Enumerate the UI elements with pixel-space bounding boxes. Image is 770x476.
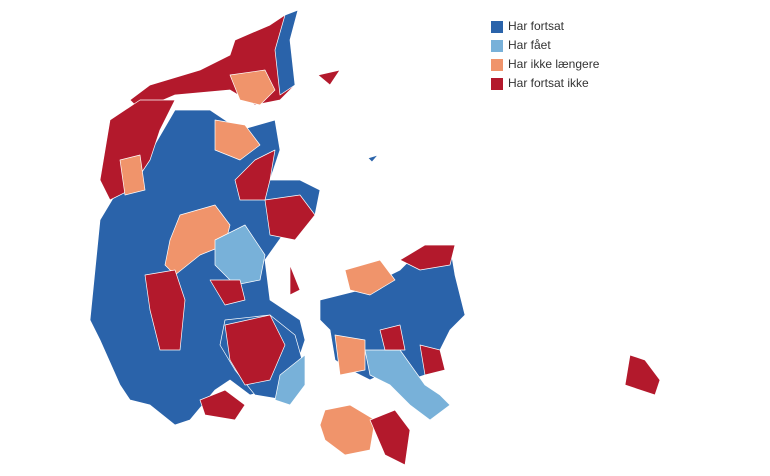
legend-swatch xyxy=(491,59,503,71)
region xyxy=(214,119,261,161)
region xyxy=(419,344,446,376)
region xyxy=(229,69,276,106)
region xyxy=(399,244,456,271)
legend-label: Har fortsat ikke xyxy=(508,76,589,90)
region xyxy=(119,154,146,196)
region xyxy=(129,9,299,111)
region xyxy=(214,224,266,286)
region xyxy=(274,354,306,406)
region xyxy=(209,279,246,306)
legend-swatch xyxy=(491,21,503,33)
region xyxy=(199,389,246,421)
region xyxy=(379,324,406,351)
region xyxy=(144,269,186,351)
region xyxy=(364,349,451,421)
legend-swatch xyxy=(491,40,503,52)
region xyxy=(289,264,301,296)
region xyxy=(274,9,299,96)
region xyxy=(344,259,396,296)
legend-label: Har fået xyxy=(508,38,551,52)
region xyxy=(264,194,316,241)
region xyxy=(224,314,286,386)
legend: Har fortsat Har fået Har ikke længere Har f… xyxy=(491,19,600,90)
map xyxy=(89,9,661,466)
region xyxy=(334,334,366,376)
region xyxy=(369,409,411,466)
region xyxy=(624,354,661,396)
legend-label: Har fortsat xyxy=(508,19,565,33)
legend-swatch xyxy=(491,78,503,90)
region xyxy=(319,404,376,456)
region xyxy=(317,69,341,86)
legend-label: Har ikke længere xyxy=(508,57,600,71)
region xyxy=(367,154,379,163)
region xyxy=(164,204,231,276)
